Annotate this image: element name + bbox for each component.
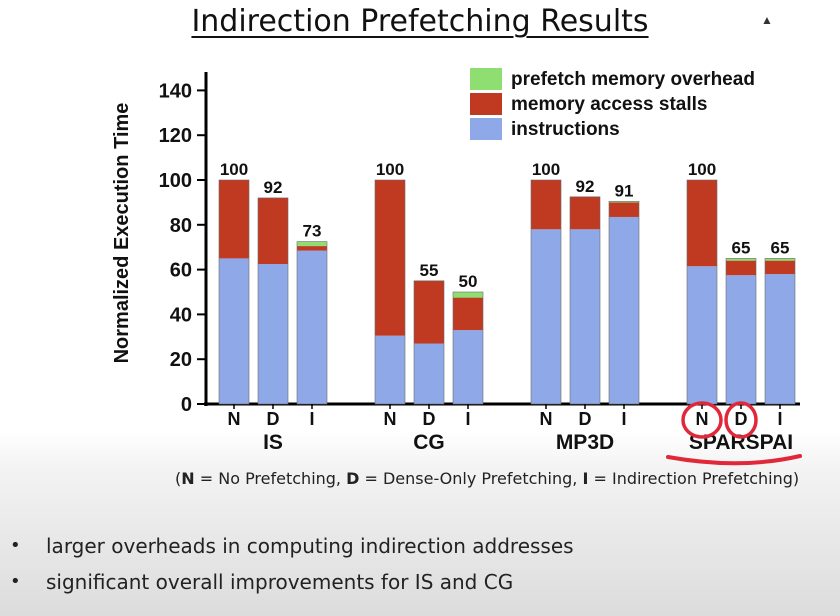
bar-segment-prefetch-memory-overhead — [609, 201, 639, 203]
group-label: MP3D — [556, 431, 614, 454]
bar-total-label: 50 — [459, 272, 478, 291]
bar-segment-memory-access-stalls — [453, 297, 483, 331]
footnote-text: = Dense-Only Prefetching, — [359, 469, 583, 488]
bullet-dot-icon: • — [10, 571, 21, 592]
bar-segment-instructions — [453, 330, 483, 404]
bar-segment-memory-access-stalls — [219, 180, 249, 259]
y-tick-label: 20 — [170, 349, 192, 371]
y-axis-label: Normalized Execution Time — [111, 103, 133, 364]
annotation-circle-d — [724, 401, 758, 439]
bar-segment-instructions — [687, 266, 717, 404]
bar-segment-memory-access-stalls — [375, 180, 405, 336]
bar-segment-instructions — [531, 229, 561, 404]
x-tick-label: N — [540, 409, 553, 429]
stacked-bar-chart: 0 20 40 60 80 100 120 140 Normalized Execution T… — [111, 68, 802, 466]
bar-segment-memory-access-stalls — [570, 196, 600, 230]
bar-segment-instructions — [219, 258, 249, 404]
bar-total-label: 100 — [220, 160, 248, 179]
bar-total-label: 65 — [771, 238, 790, 257]
bar-total-label: 100 — [688, 160, 716, 179]
footnote-text: = No Prefetching, — [194, 469, 347, 488]
bar-segment-instructions — [375, 335, 405, 404]
footnote-text: = Indirection Prefetching) — [588, 469, 800, 488]
bullet-dot-icon: • — [10, 535, 21, 556]
bar-total-label: 73 — [303, 222, 322, 241]
y-tick-label: 40 — [170, 304, 192, 326]
bar-total-label: 100 — [532, 160, 560, 179]
bar-segment-instructions — [726, 275, 756, 404]
group-label: IS — [263, 431, 283, 454]
x-tick-label: D — [579, 409, 592, 429]
legend-footnote: (N = No Prefetching, D = Dense-Only Pref… — [175, 469, 799, 488]
footnote-key: N — [181, 469, 195, 488]
mouse-cursor-icon: ▲ — [761, 13, 773, 27]
bar-segment-memory-access-stalls — [609, 202, 639, 217]
bar-segment-memory-access-stalls — [687, 180, 717, 267]
group-label: SPARSPAI — [689, 431, 793, 454]
bar-segment-instructions — [414, 343, 444, 404]
annotation-circle-n — [681, 401, 723, 439]
legend-swatch — [470, 93, 502, 115]
y-tick-label: 80 — [170, 215, 192, 237]
x-tick-label: I — [777, 409, 782, 429]
footnote-text: ( — [175, 469, 182, 488]
bar-segment-memory-access-stalls — [531, 180, 561, 230]
bullet-text: significant overall improvements for IS … — [46, 570, 514, 594]
bar-total-label: 55 — [420, 261, 439, 280]
footnote-key: I — [582, 469, 589, 488]
bar-total-label: 91 — [615, 181, 634, 200]
annotation-underline — [666, 454, 802, 466]
x-tick-label: N — [384, 409, 397, 429]
y-tick-label: 60 — [170, 260, 192, 282]
legend-label: prefetch memory overhead — [511, 69, 755, 90]
bar-total-label: 92 — [576, 177, 595, 196]
y-tick-label: 140 — [159, 80, 192, 102]
bullet-text: larger overheads in computing indirectio… — [46, 534, 574, 558]
bar-total-label: 100 — [376, 160, 404, 179]
group-label: CG — [413, 431, 445, 454]
bar-segment-prefetch-memory-overhead — [453, 292, 483, 298]
bar-segment-memory-access-stalls — [297, 246, 327, 251]
slide-title: Indirection Prefetching Results — [191, 4, 649, 39]
bar-segment-prefetch-memory-overhead — [726, 258, 756, 261]
bar-segment-prefetch-memory-overhead — [297, 241, 327, 247]
x-tick-label: I — [465, 409, 470, 429]
legend-label: instructions — [511, 119, 620, 140]
y-tick-label: 120 — [159, 125, 192, 147]
bullet-list: • larger overheads in computing indirecti… — [10, 532, 574, 604]
y-tick-label: 0 — [181, 394, 192, 416]
x-tick-label: D — [267, 409, 280, 429]
bullet-item: • larger overheads in computing indirecti… — [10, 532, 574, 568]
x-tick-label: N — [228, 409, 241, 429]
x-tick-label: D — [735, 409, 748, 429]
x-tick-label: N — [696, 409, 709, 429]
bar-segment-memory-access-stalls — [765, 260, 795, 275]
bar-segment-prefetch-memory-overhead — [765, 258, 795, 261]
bar-segment-memory-access-stalls — [726, 260, 756, 276]
bar-segment-instructions — [258, 264, 288, 404]
bar-segment-instructions — [297, 250, 327, 404]
bar-segment-instructions — [609, 216, 639, 404]
bullet-item: • significant overall improvements for IS… — [10, 568, 574, 604]
bar-total-label: 65 — [732, 238, 751, 257]
legend-label: memory access stalls — [511, 94, 707, 115]
legend-swatch — [470, 68, 502, 90]
bar-segment-memory-access-stalls — [414, 280, 444, 344]
x-tick-label: I — [621, 409, 626, 429]
x-tick-label: I — [309, 409, 314, 429]
y-tick-label: 100 — [159, 170, 192, 192]
bar-segment-instructions — [765, 274, 795, 404]
bar-total-label: 92 — [264, 178, 283, 197]
x-tick-label: D — [423, 409, 436, 429]
legend-swatch — [470, 118, 502, 140]
footnote-key: D — [346, 469, 360, 488]
bar-segment-memory-access-stalls — [258, 197, 288, 264]
bar-segment-instructions — [570, 229, 600, 404]
